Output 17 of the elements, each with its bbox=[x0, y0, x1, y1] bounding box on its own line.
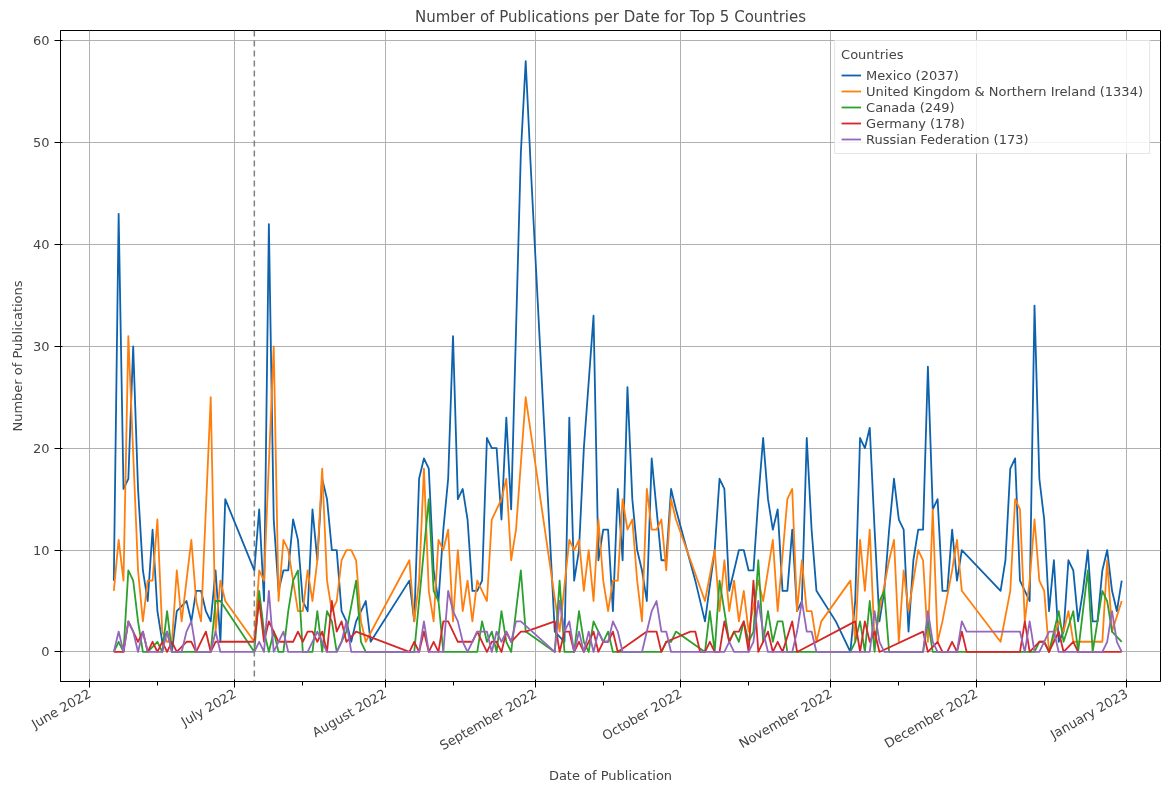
y-tick-label: 60 bbox=[32, 33, 50, 49]
y-tick-label: 0 bbox=[41, 644, 50, 660]
legend-title: Countries bbox=[841, 47, 905, 62]
y-tick-label: 40 bbox=[32, 236, 50, 252]
y-tick-label: 50 bbox=[32, 135, 50, 151]
y-tick-label: 20 bbox=[32, 440, 50, 456]
legend-label: Canada (249) bbox=[866, 99, 955, 115]
chart-title: Number of Publications per Date for Top 5 Countries bbox=[414, 7, 807, 26]
y-tick-label: 30 bbox=[32, 338, 50, 354]
x-axis-title: Date of Publication bbox=[548, 767, 673, 783]
legend-label: Germany (178) bbox=[866, 115, 965, 131]
legend-label: Mexico (2037) bbox=[866, 67, 959, 83]
legend-label: Russian Federation (173) bbox=[866, 131, 1029, 147]
y-axis-title: Number of Publications bbox=[9, 280, 25, 432]
y-tick-label: 10 bbox=[32, 542, 50, 558]
legend-label: United Kingdom & Northern Ireland (1334) bbox=[866, 83, 1143, 99]
line-series bbox=[112, 498, 1123, 653]
